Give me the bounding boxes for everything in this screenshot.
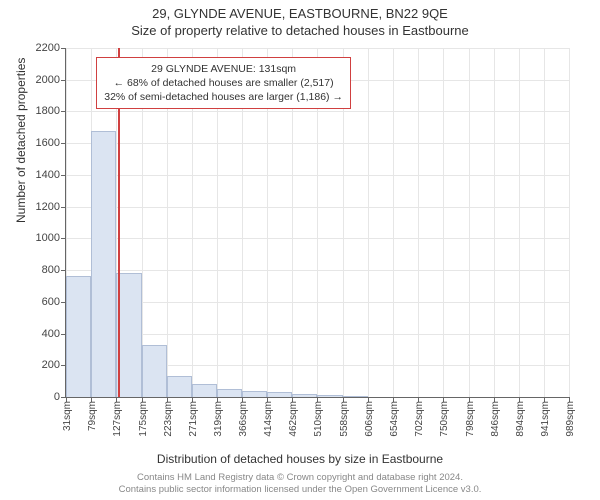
xtick-label: 79sqm xyxy=(87,397,98,431)
ytick-label: 400 xyxy=(42,328,66,340)
ytick-label: 800 xyxy=(42,264,66,276)
gridline-v xyxy=(519,48,520,397)
ytick-label: 2000 xyxy=(36,74,66,86)
title-line-2: Size of property relative to detached ho… xyxy=(0,23,600,38)
annotation-line-3: 32% of semi-detached houses are larger (… xyxy=(104,90,343,104)
xtick-label: 319sqm xyxy=(213,397,224,437)
ytick-label: 200 xyxy=(42,359,66,371)
histogram-bar xyxy=(142,345,167,397)
xtick-label: 366sqm xyxy=(238,397,249,437)
xtick-label: 798sqm xyxy=(465,397,476,437)
ytick-label: 2200 xyxy=(36,42,66,54)
gridline-v xyxy=(393,48,394,397)
xtick-label: 750sqm xyxy=(439,397,450,437)
footer-line-2: Contains public sector information licen… xyxy=(0,484,600,496)
xtick-label: 271sqm xyxy=(188,397,199,437)
gridline-v xyxy=(443,48,444,397)
xtick-label: 558sqm xyxy=(339,397,350,437)
title-line-1: 29, GLYNDE AVENUE, EASTBOURNE, BN22 9QE xyxy=(0,6,600,21)
histogram-bar xyxy=(317,395,342,397)
xtick-label: 654sqm xyxy=(389,397,400,437)
xtick-label: 127sqm xyxy=(112,397,123,437)
gridline-v xyxy=(494,48,495,397)
footer-line-1: Contains HM Land Registry data © Crown c… xyxy=(0,472,600,484)
xtick-label: 414sqm xyxy=(263,397,274,437)
ytick-label: 1800 xyxy=(36,105,66,117)
histogram-bar xyxy=(192,384,217,397)
xtick-label: 702sqm xyxy=(414,397,425,437)
ytick-label: 1000 xyxy=(36,232,66,244)
xtick-label: 175sqm xyxy=(138,397,149,437)
gridline-v xyxy=(418,48,419,397)
annotation-line-2: ← 68% of detached houses are smaller (2,… xyxy=(104,76,343,90)
ytick-label: 600 xyxy=(42,296,66,308)
x-axis-label: Distribution of detached houses by size … xyxy=(0,452,600,466)
attribution-footer: Contains HM Land Registry data © Crown c… xyxy=(0,472,600,496)
ytick-label: 1200 xyxy=(36,201,66,213)
annotation-box: 29 GLYNDE AVENUE: 131sqm← 68% of detache… xyxy=(96,57,351,110)
histogram-bar xyxy=(66,276,91,397)
xtick-label: 606sqm xyxy=(364,397,375,437)
xtick-label: 846sqm xyxy=(490,397,501,437)
xtick-label: 989sqm xyxy=(565,397,576,437)
histogram-chart: 0200400600800100012001400160018002000220… xyxy=(65,48,570,398)
annotation-line-1: 29 GLYNDE AVENUE: 131sqm xyxy=(104,62,343,76)
histogram-bar xyxy=(167,376,192,397)
histogram-bar xyxy=(292,394,317,397)
gridline-v xyxy=(569,48,570,397)
xtick-label: 894sqm xyxy=(515,397,526,437)
chart-title-block: 29, GLYNDE AVENUE, EASTBOURNE, BN22 9QE … xyxy=(0,0,600,38)
xtick-label: 941sqm xyxy=(540,397,551,437)
gridline-v xyxy=(469,48,470,397)
histogram-bar xyxy=(343,396,368,397)
histogram-bar xyxy=(242,391,267,397)
y-axis-label: Number of detached properties xyxy=(14,58,28,223)
xtick-label: 223sqm xyxy=(163,397,174,437)
xtick-label: 462sqm xyxy=(288,397,299,437)
gridline-v xyxy=(368,48,369,397)
histogram-bar xyxy=(91,131,116,398)
ytick-label: 1600 xyxy=(36,137,66,149)
plot-area: 0200400600800100012001400160018002000220… xyxy=(65,48,570,398)
gridline-v xyxy=(544,48,545,397)
histogram-bar xyxy=(217,389,242,397)
ytick-label: 1400 xyxy=(36,169,66,181)
xtick-label: 31sqm xyxy=(62,397,73,431)
xtick-label: 510sqm xyxy=(313,397,324,437)
histogram-bar xyxy=(267,392,292,397)
